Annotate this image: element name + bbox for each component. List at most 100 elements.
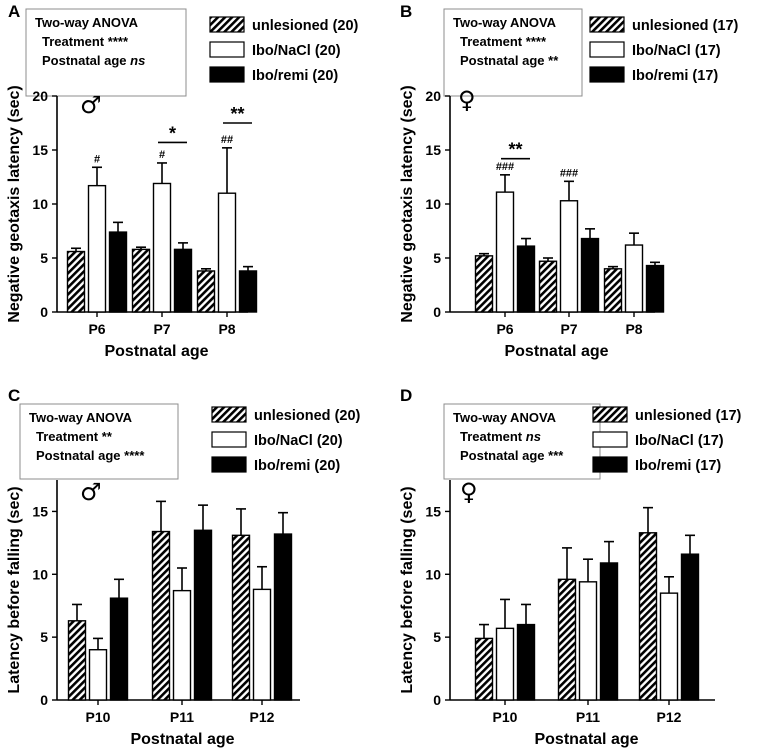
legend-swatch [211,431,247,448]
bar [645,264,665,313]
y-tick-label: 20 [32,88,48,104]
x-tick-label: P8 [218,321,235,337]
anova-box [443,403,601,480]
legend-swatch [209,66,245,83]
anova-factor-label: Treatment [36,429,99,444]
bar [173,248,193,313]
y-axis-title: Negative geotaxis latency (sec) [399,85,416,322]
male-symbol-icon: ♂ [80,91,102,119]
significance-marker: ### [496,161,514,173]
bar [66,250,86,313]
x-tick-label: P6 [496,321,513,337]
bar [580,237,600,313]
legend-label: Ibo/NaCl (17) [632,43,721,59]
y-tick-label: 0 [433,304,441,320]
x-tick-label: P10 [86,709,111,725]
bar [172,589,192,701]
legend-label: Ibo/NaCl (20) [254,433,343,449]
anova-row: Treatment **** [42,34,129,49]
y-tick-label: 5 [433,250,441,266]
legend-swatch [592,431,628,448]
x-tick-label: P6 [88,321,105,337]
bar [474,637,494,701]
y-tick-label: 10 [32,566,48,582]
bar [252,588,272,701]
y-tick-label: 0 [40,304,48,320]
panel-d: D Two-way ANOVA Treatment ns Postnatal age … [399,386,742,748]
panel-c: C Two-way ANOVA Treatment ** Postnatal age … [6,386,361,748]
x-tick-label: P12 [657,709,682,725]
bar [599,562,619,701]
y-tick-label: 0 [433,692,441,708]
female-symbol-icon: ♀ [460,478,478,506]
legend-label: Ibo/remi (17) [635,458,721,474]
bar [495,191,515,313]
bar [67,620,87,701]
x-tick-label: P11 [170,709,194,725]
legend-swatch [209,16,245,33]
y-tick-label: 10 [32,196,48,212]
x-axis-title: Postnatal age [534,731,638,748]
y-axis-title: Latency before falling (sec) [399,486,416,693]
legend-swatch [589,16,625,33]
legend-swatch [209,41,245,58]
bar [109,597,129,701]
bar [273,533,293,701]
x-axis-title: Postnatal age [104,343,208,360]
bar [624,244,644,313]
bar [659,592,679,701]
bar [559,200,579,313]
male-symbol-icon: ♂ [80,478,102,506]
bar [603,268,623,313]
anova-significance: ns [130,53,145,68]
significance-marker: # [159,149,165,161]
legend-label: Ibo/remi (20) [254,458,340,474]
panel-a: A Two-way ANOVA Treatment **** Postnatal ag… [6,2,359,360]
anova-factor-label: Postnatal age [36,448,121,463]
bar [131,248,151,313]
anova-significance: **** [124,448,145,463]
y-axis-title: Latency before falling (sec) [6,486,23,693]
anova-box [19,403,179,480]
panel-letter: C [8,386,20,405]
y-tick-label: 15 [32,503,48,519]
anova-factor-label: Postnatal age [42,53,127,68]
significance-marker: ## [221,134,233,146]
legend-swatch [211,406,247,423]
legend-swatch [589,41,625,58]
x-tick-label: P11 [576,709,600,725]
female-symbol-icon: ♀ [458,86,476,114]
y-tick-label: 10 [425,566,441,582]
bar [538,260,558,313]
anova-row: Treatment ** [36,429,113,444]
bar [88,649,108,701]
bar [516,245,536,313]
anova-row: Treatment **** [460,34,547,49]
x-axis-title: Postnatal age [504,343,608,360]
legend-swatch [592,456,628,473]
y-axis-title: Negative geotaxis latency (sec) [6,85,23,322]
anova-significance: ** [548,53,559,68]
y-tick-label: 5 [40,629,48,645]
legend-label: Ibo/NaCl (17) [635,433,724,449]
legend-label: Ibo/remi (17) [632,68,718,84]
anova-box [443,8,583,97]
anova-factor-label: Postnatal age [460,448,545,463]
anova-title: Two-way ANOVA [453,15,557,30]
legend-swatch [589,66,625,83]
anova-significance: ** [102,429,113,444]
significance-marker: ### [560,167,578,179]
significance-stars: ** [508,140,522,160]
legend-label: Ibo/remi (20) [252,68,338,84]
x-tick-label: P12 [250,709,275,725]
anova-factor-label: Treatment [460,429,523,444]
legend-swatch [211,456,247,473]
anova-row: Postnatal age ns [42,53,145,68]
x-tick-label: P7 [560,321,577,337]
anova-factor-label: Treatment [42,34,105,49]
bar [193,529,213,701]
bar [474,255,494,313]
y-tick-label: 15 [32,142,48,158]
x-tick-label: P10 [493,709,518,725]
